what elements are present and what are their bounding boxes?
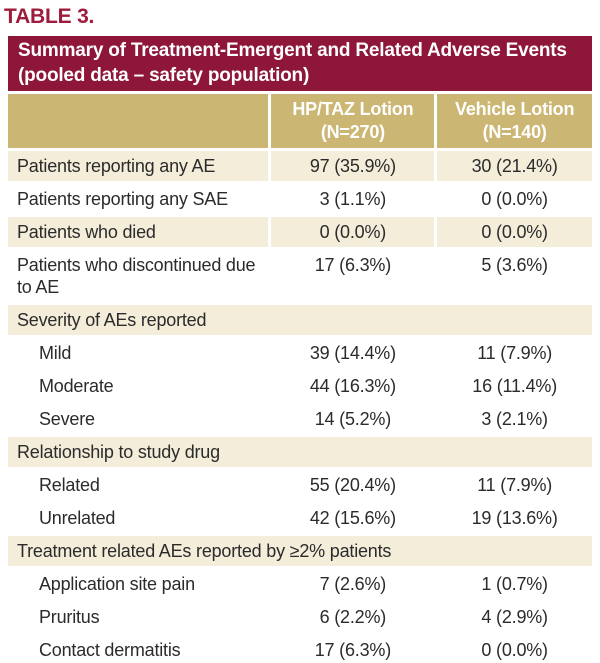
table-row: Contact dermatitis 17 (6.3%) 0 (0.0%) xyxy=(8,635,592,663)
adverse-events-table: Summary of Treatment-Emergent and Relate… xyxy=(5,33,595,663)
column-header-vehicle-name: Vehicle Lotion xyxy=(455,99,575,119)
row-label: Moderate xyxy=(8,371,269,401)
vehicle-value: 0 (0.0%) xyxy=(437,635,592,663)
column-header-row: HP/TAZ Lotion (N=270) Vehicle Lotion (N=… xyxy=(8,94,592,148)
vehicle-value: 3 (2.1%) xyxy=(437,404,592,434)
table-row: Mild 39 (14.4%) 11 (7.9%) xyxy=(8,338,592,368)
table-body: Patients reporting any AE 97 (35.9%) 30 (2… xyxy=(8,151,592,663)
section-header-label: Severity of AEs reported xyxy=(8,305,592,335)
row-label: Patients reporting any AE xyxy=(8,151,269,181)
vehicle-value: 11 (7.9%) xyxy=(437,470,592,500)
section-header-row: Relationship to study drug xyxy=(8,437,592,467)
table-title-row: Summary of Treatment-Emergent and Relate… xyxy=(8,36,592,91)
hptaz-value: 55 (20.4%) xyxy=(271,470,435,500)
vehicle-value: 0 (0.0%) xyxy=(437,217,592,247)
row-label: Severe xyxy=(8,404,269,434)
table-row: Patients reporting any SAE 3 (1.1%) 0 (0.0… xyxy=(8,184,592,214)
vehicle-value: 4 (2.9%) xyxy=(437,602,592,632)
row-label: Pruritus xyxy=(8,602,269,632)
column-header-vehicle-n: (N=140) xyxy=(482,122,547,142)
row-label: Unrelated xyxy=(8,503,269,533)
table-title-line2: (pooled data – safety population) xyxy=(18,65,310,86)
table-row: Unrelated 42 (15.6%) 19 (13.6%) xyxy=(8,503,592,533)
column-header-empty xyxy=(8,94,269,148)
vehicle-value: 16 (11.4%) xyxy=(437,371,592,401)
hptaz-value: 97 (35.9%) xyxy=(271,151,435,181)
section-header-label: Relationship to study drug xyxy=(8,437,592,467)
hptaz-value: 6 (2.2%) xyxy=(271,602,435,632)
column-header-hptaz-name: HP/TAZ Lotion xyxy=(292,99,414,119)
hptaz-value: 14 (5.2%) xyxy=(271,404,435,434)
column-header-hptaz-n: (N=270) xyxy=(320,122,385,142)
hptaz-value: 7 (2.6%) xyxy=(271,569,435,599)
vehicle-value: 1 (0.7%) xyxy=(437,569,592,599)
hptaz-value: 0 (0.0%) xyxy=(271,217,435,247)
hptaz-value: 17 (6.3%) xyxy=(271,250,435,302)
row-label: Patients who died xyxy=(8,217,269,247)
vehicle-value: 19 (13.6%) xyxy=(437,503,592,533)
row-label: Patients reporting any SAE xyxy=(8,184,269,214)
column-header-hptaz-lotion: HP/TAZ Lotion (N=270) xyxy=(271,94,435,148)
table-number-label: TABLE 3. xyxy=(4,5,95,28)
row-label: Contact dermatitis xyxy=(8,635,269,663)
row-label: Mild xyxy=(8,338,269,368)
vehicle-value: 11 (7.9%) xyxy=(437,338,592,368)
table-row: Severe 14 (5.2%) 3 (2.1%) xyxy=(8,404,592,434)
table-row: Related 55 (20.4%) 11 (7.9%) xyxy=(8,470,592,500)
table-title-line1: Summary of Treatment-Emergent and Relate… xyxy=(18,40,567,61)
table-row: Application site pain 7 (2.6%) 1 (0.7%) xyxy=(8,569,592,599)
hptaz-value: 3 (1.1%) xyxy=(271,184,435,214)
table-row: Patients who died 0 (0.0%) 0 (0.0%) xyxy=(8,217,592,247)
vehicle-value: 30 (21.4%) xyxy=(437,151,592,181)
hptaz-value: 39 (14.4%) xyxy=(271,338,435,368)
vehicle-value: 5 (3.6%) xyxy=(437,250,592,302)
table-row: Pruritus 6 (2.2%) 4 (2.9%) xyxy=(8,602,592,632)
section-header-label: Treatment related AEs reported by ≥2% pa… xyxy=(8,536,592,566)
section-header-row: Treatment related AEs reported by ≥2% pa… xyxy=(8,536,592,566)
table-row: Moderate 44 (16.3%) 16 (11.4%) xyxy=(8,371,592,401)
table-row: Patients who discontinued due to AE 17 (6… xyxy=(8,250,592,302)
row-label: Patients who discontinued due to AE xyxy=(8,250,269,302)
row-label: Related xyxy=(8,470,269,500)
table-title: Summary of Treatment-Emergent and Relate… xyxy=(8,36,592,91)
table-row: Patients reporting any AE 97 (35.9%) 30 (2… xyxy=(8,151,592,181)
section-header-row: Severity of AEs reported xyxy=(8,305,592,335)
vehicle-value: 0 (0.0%) xyxy=(437,184,592,214)
column-header-vehicle-lotion: Vehicle Lotion (N=140) xyxy=(437,94,592,148)
hptaz-value: 42 (15.6%) xyxy=(271,503,435,533)
row-label: Application site pain xyxy=(8,569,269,599)
hptaz-value: 44 (16.3%) xyxy=(271,371,435,401)
hptaz-value: 17 (6.3%) xyxy=(271,635,435,663)
